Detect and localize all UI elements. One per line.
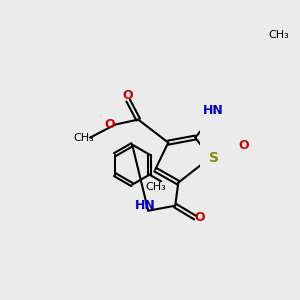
Text: HN: HN xyxy=(203,104,224,117)
Text: HN: HN xyxy=(134,199,155,212)
Text: CH₃: CH₃ xyxy=(73,133,94,142)
Text: O: O xyxy=(104,118,115,131)
Text: O: O xyxy=(123,89,134,102)
Text: CH₃: CH₃ xyxy=(268,30,289,40)
Text: O: O xyxy=(194,211,205,224)
Text: O: O xyxy=(238,139,249,152)
Text: S: S xyxy=(209,151,219,165)
Text: CH₃: CH₃ xyxy=(146,182,166,192)
